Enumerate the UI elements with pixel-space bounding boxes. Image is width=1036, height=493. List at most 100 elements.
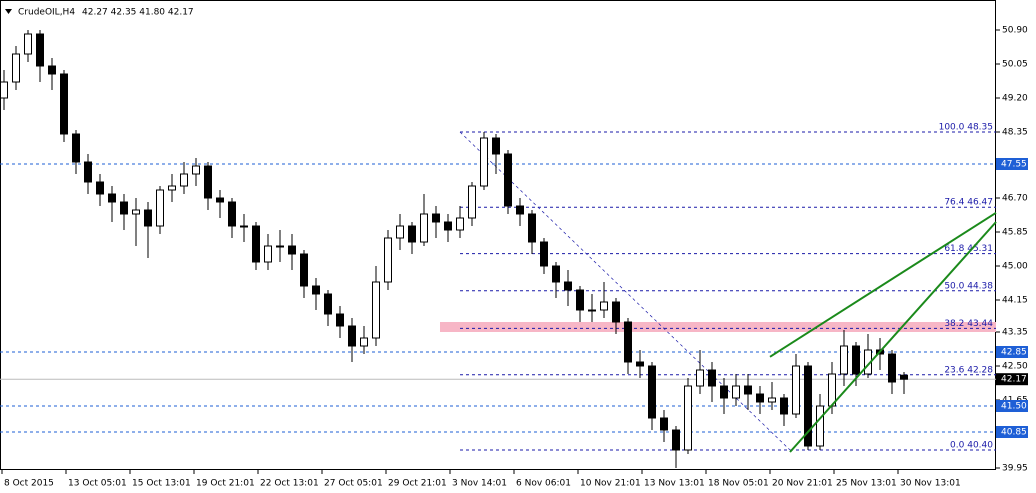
y-tick-label: 49.20 (1002, 94, 1028, 104)
symbol: CrudeOIL,H4 (18, 8, 75, 18)
candle-body (732, 385, 740, 399)
x-tick-label: 29 Oct 21:01 (388, 479, 447, 489)
candle-body (240, 225, 248, 228)
candle-body (324, 293, 332, 315)
candle-body (264, 245, 272, 263)
x-tick-label: 30 Nov 13:01 (900, 479, 961, 489)
fib-label: 100.0 48.35 (939, 123, 993, 133)
candle-body (312, 285, 320, 295)
y-tick-label: 43.35 (1002, 328, 1028, 338)
candle-body (84, 161, 92, 183)
candle-body (0, 81, 8, 99)
candle-body (852, 345, 860, 375)
level-label: 40.85 (1001, 428, 1027, 438)
candle-body (708, 369, 716, 387)
candle-body (792, 365, 800, 415)
fib-label: 38.2 43.44 (944, 319, 993, 329)
level-label: 42.85 (1001, 348, 1027, 358)
trendline (789, 221, 997, 453)
candle-body (504, 153, 512, 207)
candle-body (552, 265, 560, 283)
x-tick-label: 13 Oct 05:01 (68, 479, 127, 489)
x-tick-label: 19 Oct 21:01 (196, 479, 255, 489)
x-tick-label: 8 Oct 2015 (4, 479, 54, 489)
candle-body (816, 405, 824, 447)
menu-icon[interactable] (5, 9, 12, 14)
y-tick-label: 48.35 (1002, 128, 1028, 138)
candle-body (60, 73, 68, 135)
level-label: 41.50 (1001, 402, 1027, 412)
candle-body (624, 321, 632, 363)
candle-body (336, 313, 344, 327)
candle-body (480, 137, 488, 187)
candle-body (396, 225, 404, 239)
candle-body (216, 197, 224, 203)
y-tick-label: 50.90 (1002, 26, 1028, 36)
candle-body (288, 245, 296, 255)
level-tag (996, 400, 1028, 412)
candle-body (636, 361, 644, 367)
x-tick-label: 3 Nov 14:01 (452, 479, 507, 489)
resistance-zone (440, 322, 996, 332)
current-price-tag (996, 373, 1028, 386)
candle-body (888, 353, 896, 383)
fib-label: 76.4 46.47 (944, 198, 993, 208)
candle-body (540, 241, 548, 267)
candle-body (192, 165, 200, 175)
candle-body (408, 225, 416, 243)
candle-body (780, 397, 788, 415)
x-tick-label: 27 Oct 05:01 (324, 479, 383, 489)
y-tick-label: 46.70 (1002, 194, 1028, 204)
x-tick-label: 25 Nov 13:01 (836, 479, 897, 489)
x-tick-label: 22 Oct 13:01 (260, 479, 319, 489)
candle-body (132, 209, 140, 215)
y-tick-label: 45.85 (1002, 228, 1028, 238)
candle-body (180, 173, 188, 187)
level-tag (996, 346, 1028, 358)
candle-body (468, 185, 476, 219)
x-tick-label: 18 Nov 05:01 (708, 479, 769, 489)
candle-body (420, 213, 428, 243)
candle-body (204, 165, 212, 199)
candle-body (276, 245, 284, 248)
x-tick-label: 20 Nov 21:01 (772, 479, 833, 489)
candle-body (24, 33, 32, 55)
candle-body (648, 365, 656, 419)
candle-body (12, 53, 20, 83)
candle-body (516, 205, 524, 215)
candle-body (840, 345, 848, 375)
y-tick-label: 44.15 (1002, 296, 1028, 306)
candle-body (684, 385, 692, 451)
candle-body (48, 65, 56, 75)
fib-label: 0.0 40.40 (950, 441, 993, 451)
candle-body (744, 385, 752, 395)
candle-body (576, 289, 584, 311)
plot-frame (0, 0, 996, 470)
candle-body (228, 201, 236, 227)
candle-body (108, 193, 116, 203)
candle-body (120, 201, 128, 215)
candle-body (348, 325, 356, 347)
candle-body (252, 225, 260, 263)
y-tick-label: 39.95 (1002, 464, 1028, 474)
level-label: 47.55 (1001, 160, 1027, 170)
candle-body (600, 301, 608, 311)
candle-body (696, 369, 704, 387)
candle-body (756, 393, 764, 403)
level-tag (996, 426, 1028, 438)
candle-body (144, 209, 152, 227)
x-tick-label: 6 Nov 06:01 (516, 479, 571, 489)
fib-label: 23.6 42.28 (944, 365, 993, 375)
candle-body (96, 181, 104, 195)
x-tick-label: 13 Nov 13:01 (644, 479, 705, 489)
candle-body (384, 237, 392, 283)
candle-body (672, 429, 680, 451)
candle-body (528, 213, 536, 243)
candle-body (720, 385, 728, 399)
candle-body (72, 133, 80, 163)
candle-body (372, 281, 380, 339)
candle-body (588, 309, 596, 312)
trendline (769, 211, 997, 358)
candle-body (360, 337, 368, 347)
current-price-label: 42.17 (1001, 375, 1027, 385)
